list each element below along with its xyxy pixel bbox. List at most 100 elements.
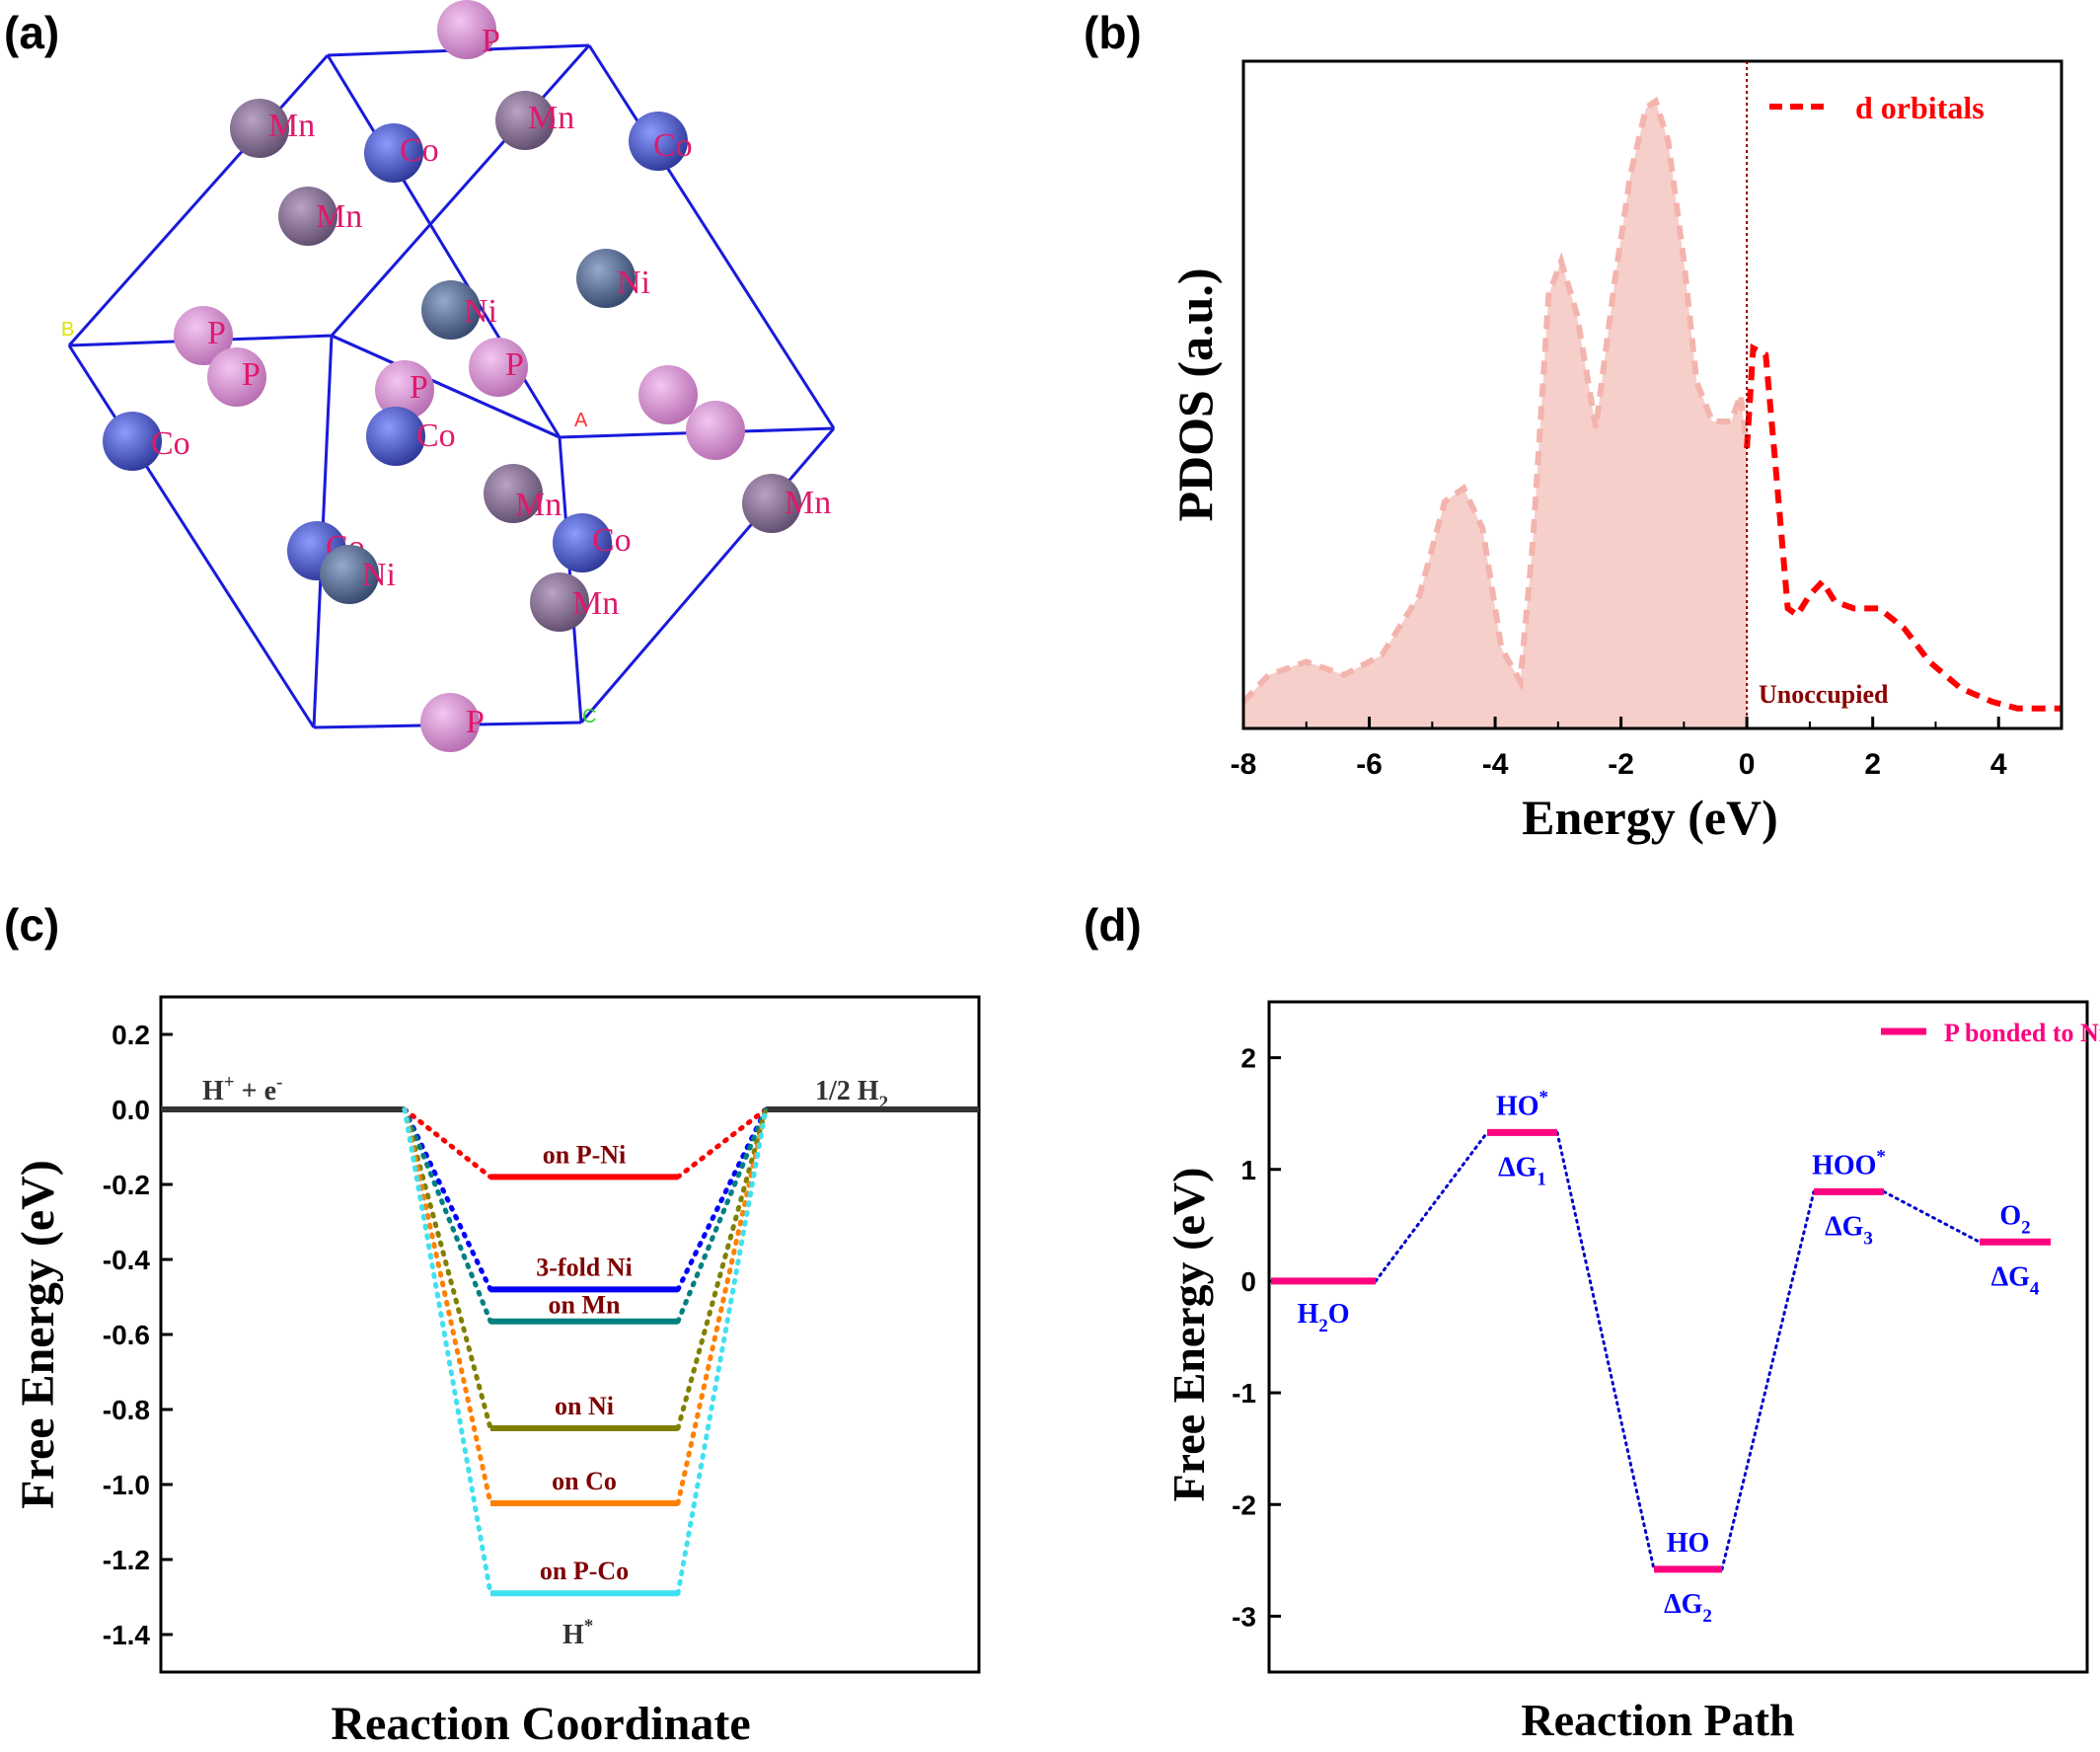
cell-edge: [67, 344, 316, 728]
cell-edge: [587, 44, 836, 429]
atom-label: Co: [400, 132, 439, 169]
legend-label: d orbitals: [1855, 90, 1985, 125]
atom-label: Mn: [572, 585, 619, 622]
step-label: HO*: [1496, 1087, 1548, 1121]
unoccupied-annotation: Unoccupied: [1759, 680, 1889, 709]
panel-label-d: (d): [1084, 899, 1142, 951]
atom-ni: Ni: [576, 249, 650, 308]
y-tick-label: -1: [1232, 1378, 1256, 1409]
cell-edge: [67, 54, 330, 346]
cell-edge: [331, 334, 561, 439]
site-label: on P-Co: [540, 1557, 629, 1585]
atom-label: P: [410, 369, 428, 406]
atom-label: Mn: [316, 198, 362, 235]
atom-sphere: [484, 464, 543, 523]
cell-edge: [579, 427, 836, 724]
x-tick-label: 4: [1990, 748, 2007, 781]
atom-label: P: [242, 356, 261, 393]
atom-label: Co: [592, 522, 632, 559]
x-tick-label: -6: [1356, 748, 1383, 781]
atom-sphere: [495, 91, 555, 150]
x-axis-label: Reaction Coordinate: [331, 1698, 750, 1750]
atom-sphere: [375, 360, 434, 419]
atom-label: Mn: [268, 108, 315, 144]
atom-sphere: [420, 693, 480, 752]
site-label: on P-Ni: [543, 1140, 627, 1169]
y-axis-label: Free Energy (eV): [12, 1160, 64, 1509]
atom-label: Co: [653, 127, 693, 164]
step-label: HO: [1667, 1528, 1710, 1559]
connector-left: [402, 1106, 493, 1180]
atom-label: Ni: [464, 293, 497, 330]
connector-left: [402, 1106, 493, 1596]
atom-sphere: [742, 474, 801, 533]
y-tick-label: 0.2: [112, 1020, 150, 1050]
atom-label: P: [466, 704, 485, 740]
connector-left: [402, 1106, 493, 1292]
atom-mn: Mn: [278, 187, 362, 246]
path-connector: [1882, 1189, 1982, 1244]
atom-sphere: [320, 545, 379, 604]
atom-p: P: [437, 0, 500, 59]
delta-g-label: ΔG1: [1498, 1152, 1546, 1189]
atom-label: Mn: [515, 487, 562, 523]
atom-sphere: [530, 572, 589, 632]
atom-label: P: [505, 346, 524, 383]
atom-mn: Mn: [484, 464, 562, 523]
atom-sphere: [576, 249, 636, 308]
atom-co: Co: [364, 123, 439, 183]
atom-sphere: [437, 0, 496, 59]
x-tick-label: -8: [1231, 748, 1257, 781]
y-tick-label: 0: [1240, 1266, 1256, 1297]
path-connector: [1374, 1130, 1489, 1283]
atom-p: P: [420, 693, 485, 752]
atom-mn: Mn: [495, 91, 574, 150]
y-tick-label: 0.0: [112, 1095, 150, 1125]
connector-left: [402, 1106, 493, 1325]
y-tick-label: -0.2: [103, 1170, 150, 1200]
connector-right: [675, 1106, 769, 1506]
axis-label-c: C: [582, 706, 596, 727]
atom-ni: Ni: [320, 545, 396, 604]
y-tick-label: -0.4: [103, 1245, 151, 1275]
site-label: 3-fold Ni: [536, 1253, 633, 1281]
step-label: HOO*: [1812, 1146, 1886, 1181]
atom-mn: Mn: [530, 572, 619, 632]
atom-ni: Ni: [421, 280, 497, 340]
step-label: H2O: [1297, 1299, 1349, 1336]
end-state-label: 1/2 H2: [815, 1076, 888, 1113]
panel-label-b: (b): [1084, 7, 1142, 58]
panel-label-c: (c): [4, 899, 60, 951]
atom-co: Co: [103, 412, 190, 471]
x-tick-label: -4: [1482, 748, 1509, 781]
atom-label: Ni: [362, 557, 396, 593]
atom-label: Mn: [528, 100, 574, 136]
x-tick-label: 0: [1739, 748, 1756, 781]
connector-right: [675, 1106, 769, 1325]
adsorption-site-4: on Ni: [402, 1106, 769, 1431]
connector-right: [675, 1106, 769, 1180]
adsorption-site-6: on P-Co: [402, 1106, 769, 1597]
cell-edge: [330, 44, 591, 337]
y-tick-label: -1.0: [103, 1470, 150, 1500]
atom-sphere: [278, 187, 338, 246]
atom-sphere: [230, 99, 289, 158]
x-axis-label: Reaction Path: [1521, 1695, 1794, 1745]
y-tick-label: 1: [1240, 1155, 1256, 1185]
adsorption-site-1: on P-Ni: [402, 1106, 769, 1181]
y-tick-label: -3: [1232, 1601, 1256, 1632]
y-tick-label: -2: [1232, 1489, 1256, 1520]
delta-g-label: ΔG2: [1664, 1589, 1712, 1627]
atom-sphere: [629, 112, 688, 171]
atom-label: P: [482, 23, 500, 59]
site-label: on Ni: [555, 1392, 614, 1420]
atom-sphere: [366, 407, 425, 466]
atom-sphere: [469, 338, 528, 397]
axis-label-a: A: [574, 410, 588, 431]
y-tick-label: -1.4: [103, 1620, 151, 1650]
atom-co: Co: [366, 407, 456, 466]
atom-label: Co: [416, 418, 456, 454]
